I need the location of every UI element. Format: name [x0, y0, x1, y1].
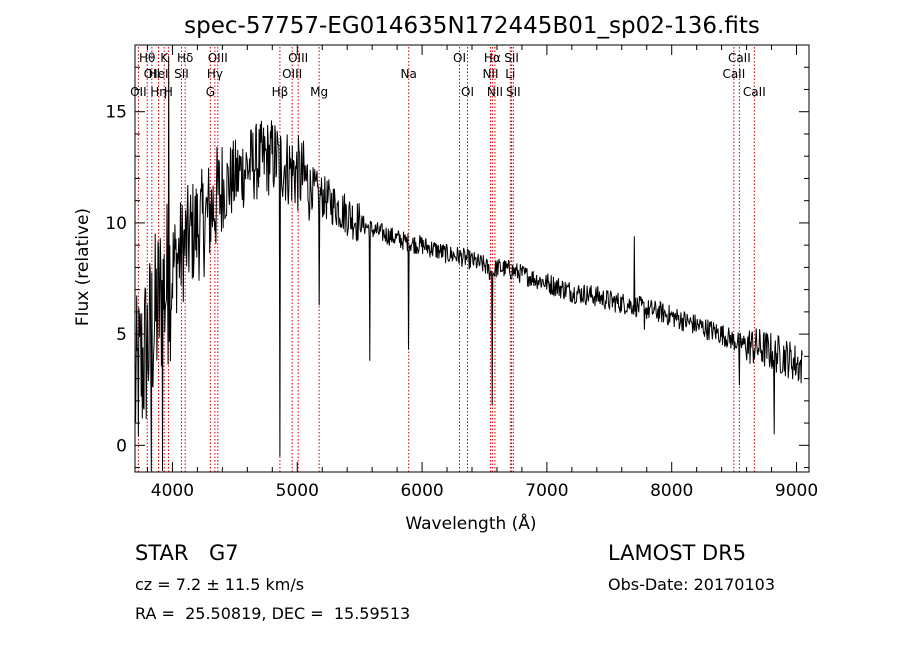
axis-ticks: 4000 5000 6000 7000 8000 9000 0 5 10 15 [105, 45, 818, 501]
x-tick-label: 9000 [775, 481, 818, 501]
line-marker-label: Hθ [139, 51, 155, 65]
obs-date-text: Obs-Date: 20170103 [608, 575, 776, 594]
line-marker-label: HeI [149, 67, 169, 81]
line-marker-label: Hγ [207, 67, 223, 81]
object-subclass: G7 [209, 541, 239, 565]
line-marker-label: CaII [728, 51, 751, 65]
chart-title: spec-57757-EG014635N172445B01_sp02-136.f… [184, 13, 760, 39]
x-tick-label: 6000 [400, 481, 443, 501]
line-marker-label: Hα [484, 51, 501, 65]
line-marker-label: NII [482, 67, 498, 81]
y-tick-label: 15 [105, 103, 127, 123]
line-marker-label: OI [453, 51, 466, 65]
line-marker-label: SII [504, 51, 519, 65]
redshift-text: cz = 7.2 ± 11.5 km/s [135, 575, 305, 594]
line-markers [137, 47, 755, 472]
line-marker-label: CaII [722, 67, 745, 81]
line-marker-label: OIII [288, 51, 308, 65]
coordinates-text: RA = 25.50819, DEC = 15.59513 [135, 604, 411, 623]
line-marker-label: Hδ [177, 51, 193, 65]
x-tick-label: 5000 [276, 481, 319, 501]
x-tick-label: 7000 [525, 481, 568, 501]
line-marker-labels: OIIHθOIIHeIKHηHSIIHδGHγOIIIHβOIIIOIIIMgN… [130, 51, 766, 99]
line-marker-label: OII [130, 85, 147, 99]
line-marker-label: Hβ [272, 85, 289, 99]
line-marker-label: CaII [743, 85, 766, 99]
x-axis-label: Wavelength (Å) [405, 512, 536, 534]
object-class: STAR [135, 541, 189, 565]
y-tick-label: 10 [105, 214, 127, 234]
line-marker-label: OIII [208, 51, 228, 65]
line-marker-label: G [206, 85, 215, 99]
line-marker-label: OI [461, 85, 474, 99]
spectrum-series [134, 56, 803, 472]
y-tick-label: 0 [116, 436, 127, 456]
y-tick-label: 5 [116, 325, 127, 345]
spectrum-line [134, 56, 803, 472]
line-marker-label: Na [401, 67, 417, 81]
line-marker-label: OII [144, 67, 161, 81]
line-marker-label: Mg [310, 85, 328, 99]
line-marker-label: K [160, 51, 169, 65]
line-marker-label: NII [487, 85, 503, 99]
x-tick-label: 8000 [650, 481, 693, 501]
x-tick-label: 4000 [151, 481, 194, 501]
plot-frame [134, 44, 810, 473]
survey-name: LAMOST DR5 [608, 541, 747, 565]
y-axis-label: Flux (relative) [73, 208, 93, 326]
line-marker-label: OIII [282, 67, 302, 81]
line-marker-label: SII [506, 85, 521, 99]
line-marker-label: Hη [150, 85, 167, 99]
line-marker-label: Li [505, 67, 515, 81]
line-marker-label: SII [174, 67, 189, 81]
